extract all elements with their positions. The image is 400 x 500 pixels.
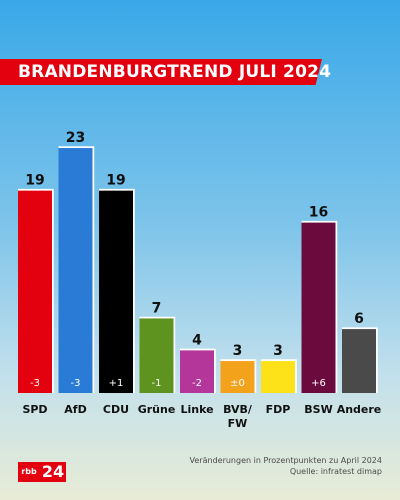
- category-label: CDU: [103, 403, 129, 416]
- value-label: 19: [25, 173, 44, 189]
- category-label: FDP: [266, 403, 291, 416]
- bar: [139, 318, 174, 393]
- category-label: SPD: [22, 403, 47, 416]
- change-label: -1: [152, 378, 162, 389]
- change-label: +6: [311, 378, 326, 389]
- bar: [261, 361, 295, 393]
- value-label: 3: [273, 343, 283, 359]
- bar: [301, 222, 336, 393]
- source-note: Quelle: infratest dimap: [289, 467, 382, 476]
- logo-rbb-text: rbb: [18, 462, 40, 482]
- value-label: 23: [66, 130, 85, 146]
- category-label: BVB/: [223, 403, 253, 416]
- value-label: 3: [233, 343, 243, 359]
- category-label: FW: [228, 417, 248, 430]
- category-label: BSW: [304, 403, 332, 416]
- change-label: -3: [30, 378, 40, 389]
- title-banner: [0, 59, 322, 85]
- bar: [58, 148, 93, 393]
- footnote: Veränderungen in Prozentpunkten zu April…: [190, 455, 382, 477]
- value-label: 7: [152, 300, 162, 316]
- change-label: -3: [71, 378, 81, 389]
- value-label: 19: [106, 173, 125, 189]
- value-label: 4: [192, 332, 202, 348]
- bar: [99, 190, 133, 393]
- bar: [18, 190, 52, 393]
- logo-24-text: 24: [40, 462, 66, 482]
- change-label: +1: [109, 378, 124, 389]
- change-note: Veränderungen in Prozentpunkten zu April…: [189, 456, 382, 465]
- category-label: Andere: [337, 403, 382, 416]
- category-label: Linke: [180, 403, 213, 416]
- bar: [220, 361, 255, 393]
- change-label: -2: [192, 378, 202, 389]
- value-label: 16: [309, 205, 328, 221]
- category-label: AfD: [64, 403, 86, 416]
- change-label: ±0: [230, 378, 245, 389]
- bar: [180, 350, 214, 393]
- value-label: 6: [354, 311, 364, 327]
- chart-title: BRANDENBURGTREND JULI 2024: [18, 62, 332, 82]
- bar: [342, 329, 376, 393]
- category-label: Grüne: [138, 403, 176, 416]
